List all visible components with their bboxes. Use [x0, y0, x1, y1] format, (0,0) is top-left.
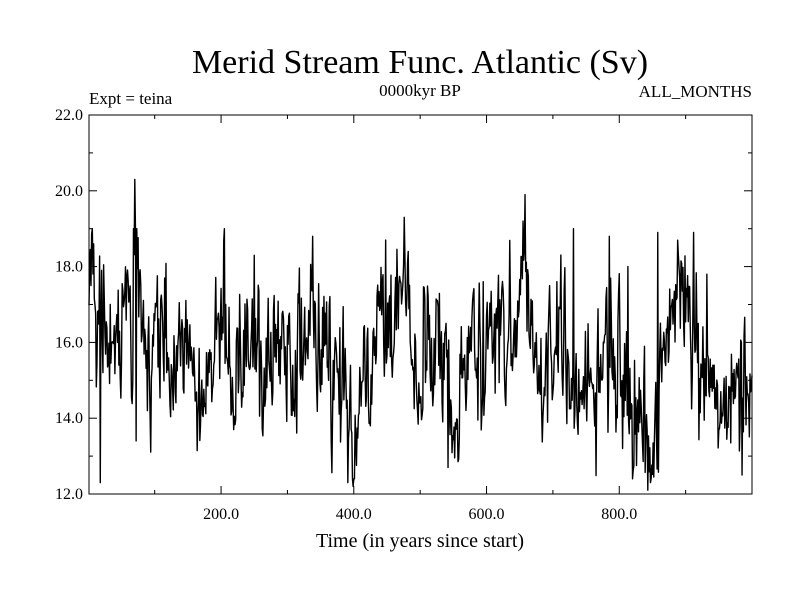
time-period-label: 0000kyr BP: [379, 81, 461, 100]
y-tick-label: 20.0: [55, 183, 83, 200]
y-tick-label: 18.0: [55, 259, 83, 276]
months-label: ALL_MONTHS: [639, 82, 752, 101]
axis-ticks: [89, 114, 752, 495]
x-tick-label: 600.0: [469, 506, 505, 523]
y-tick-label: 14.0: [55, 410, 83, 427]
x-axis-label: Time (in years since start): [316, 530, 524, 552]
x-tick-label: 400.0: [336, 506, 372, 523]
x-tick-labels: 200.0 400.0 600.0 800.0: [203, 506, 637, 523]
x-tick-label: 800.0: [601, 506, 637, 523]
y-tick-label: 16.0: [55, 334, 83, 351]
experiment-label: Expt = teina: [89, 89, 173, 108]
y-tick-labels: 12.0 14.0 16.0 18.0 20.0 22.0: [55, 107, 83, 503]
series-line: [88, 178, 753, 491]
y-tick-label: 22.0: [55, 107, 83, 124]
y-tick-label: 12.0: [55, 486, 83, 503]
x-tick-label: 200.0: [203, 506, 239, 523]
plot-frame: [88, 114, 753, 495]
chart-title: Merid Stream Func. Atlantic (Sv): [192, 44, 648, 81]
